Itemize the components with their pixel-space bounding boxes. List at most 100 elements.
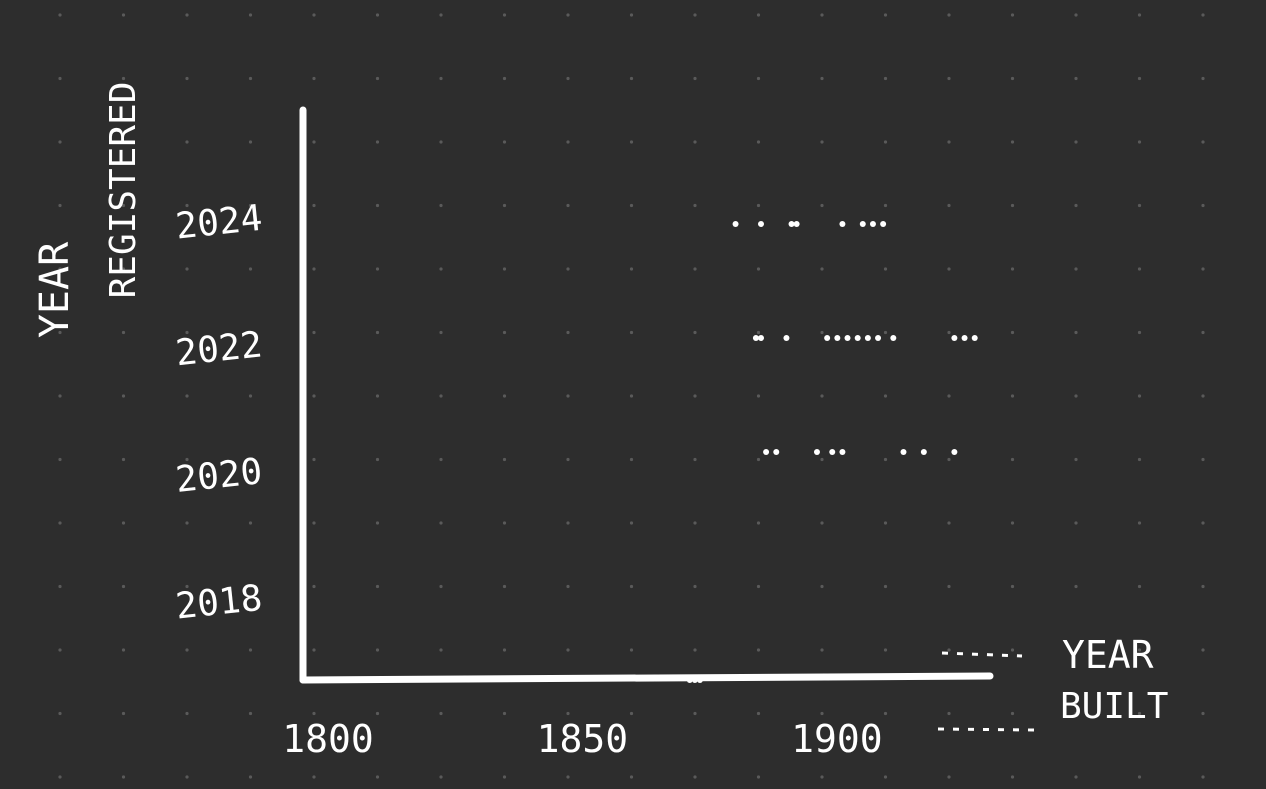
grid-dot [58,775,62,779]
grid-dot [1201,267,1205,271]
grid-dot [248,76,253,81]
grid-dot [185,457,189,462]
grid-dot [121,267,126,271]
data-point [763,449,770,455]
x-axis-label-line-1: YEAR [1062,633,1154,677]
grid-dot [375,521,380,525]
grid-dot [248,394,253,398]
grid-dot [1137,13,1142,17]
grid-dot [502,76,507,81]
grid-dot [693,140,697,144]
grid-dot [248,775,253,779]
grid-dot [121,457,126,462]
grid-dot [312,711,316,716]
y-tick-label: 2024 [174,198,265,248]
grid-dot [185,13,189,17]
data-point [758,221,764,227]
grid-dot [1074,76,1078,81]
data-point [320,677,327,683]
grid-dot [756,203,761,208]
grid-dot [566,13,570,17]
grid-dot [312,203,316,208]
grid-dot [693,76,697,81]
grid-dot [883,76,888,81]
grid-dot [883,140,888,144]
grid-dot [566,775,570,779]
grid-dot [185,711,189,716]
grid-dot [1010,584,1015,589]
grid-dot [820,394,824,398]
grid-dot [248,648,253,652]
grid-dot [58,267,62,271]
grid-dot [883,13,888,17]
x-tick-labels: 1800 1850 1900 [282,717,882,761]
grid-dot [566,521,570,525]
grid-dot [1074,457,1078,462]
data-point [783,335,790,341]
grid-dot [693,203,697,208]
grid-dot [566,203,570,208]
grid-dot [121,648,126,652]
grid-dot [566,457,570,462]
grid-dot [439,330,443,335]
grid-dot [1137,457,1142,462]
data-points [305,221,978,683]
grid-dot [1010,775,1015,779]
grid-dot [121,330,126,335]
grid-dot [439,140,443,144]
grid-dot [185,648,189,652]
grid-dot [629,76,634,81]
grid-dot [820,457,824,462]
grid-dot [1010,267,1015,271]
grid-dot [629,775,634,779]
grid-dot [1074,394,1078,398]
data-point [813,449,820,455]
grid-dot [820,13,824,17]
grid-dot [629,140,634,144]
grid-dot [502,711,507,716]
grid-dot [502,203,507,208]
data-point [890,335,897,341]
grid-dot [1137,394,1142,398]
grid-dot [1010,76,1015,81]
grid-dot [248,267,253,271]
grid-dot [1010,394,1015,398]
grid-dot [185,267,189,271]
x-tick-label: 1800 [282,717,374,761]
grid-dot [312,521,316,525]
grid-dot [883,711,888,716]
grid-dot [312,330,316,335]
grid-dot [883,330,888,335]
grid-dot [502,140,507,144]
grid-dot [312,457,316,462]
grid-dot [1201,648,1205,652]
data-point [829,449,836,455]
data-point [869,221,876,227]
grid-dot [1074,140,1078,144]
grid-dot [947,76,951,81]
grid-dot [121,13,126,17]
grid-dot [693,394,697,398]
grid-dot [121,775,126,779]
grid-dot [58,711,62,716]
grid-dot [1010,648,1015,652]
grid-dot [502,330,507,335]
grid-dot [629,648,634,652]
data-point [793,221,800,227]
grid-dot [185,203,189,208]
x-tick-label: 1900 [791,717,883,761]
data-point [844,335,851,341]
y-tick-label: 2018 [174,578,265,628]
grid-dot [439,521,443,525]
data-point [875,335,882,341]
grid-dot [502,584,507,589]
grid-dot [1137,76,1142,81]
grid-dot [1201,76,1205,81]
grid-dot [185,394,189,398]
grid-dot [629,267,634,271]
grid-dot [248,203,253,208]
grid-dot [375,76,380,81]
grid-dot [693,521,697,525]
grid-dot [248,711,253,716]
